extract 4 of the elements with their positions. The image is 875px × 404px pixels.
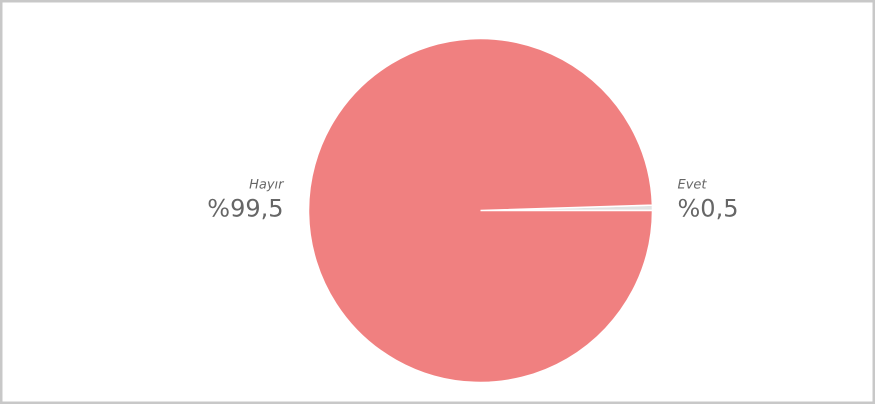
data-label: %0,5 [678, 194, 738, 222]
slice-label: Hayır [249, 178, 286, 192]
slice-label: Evet [678, 178, 708, 192]
data-label: %99,5 [207, 194, 284, 222]
